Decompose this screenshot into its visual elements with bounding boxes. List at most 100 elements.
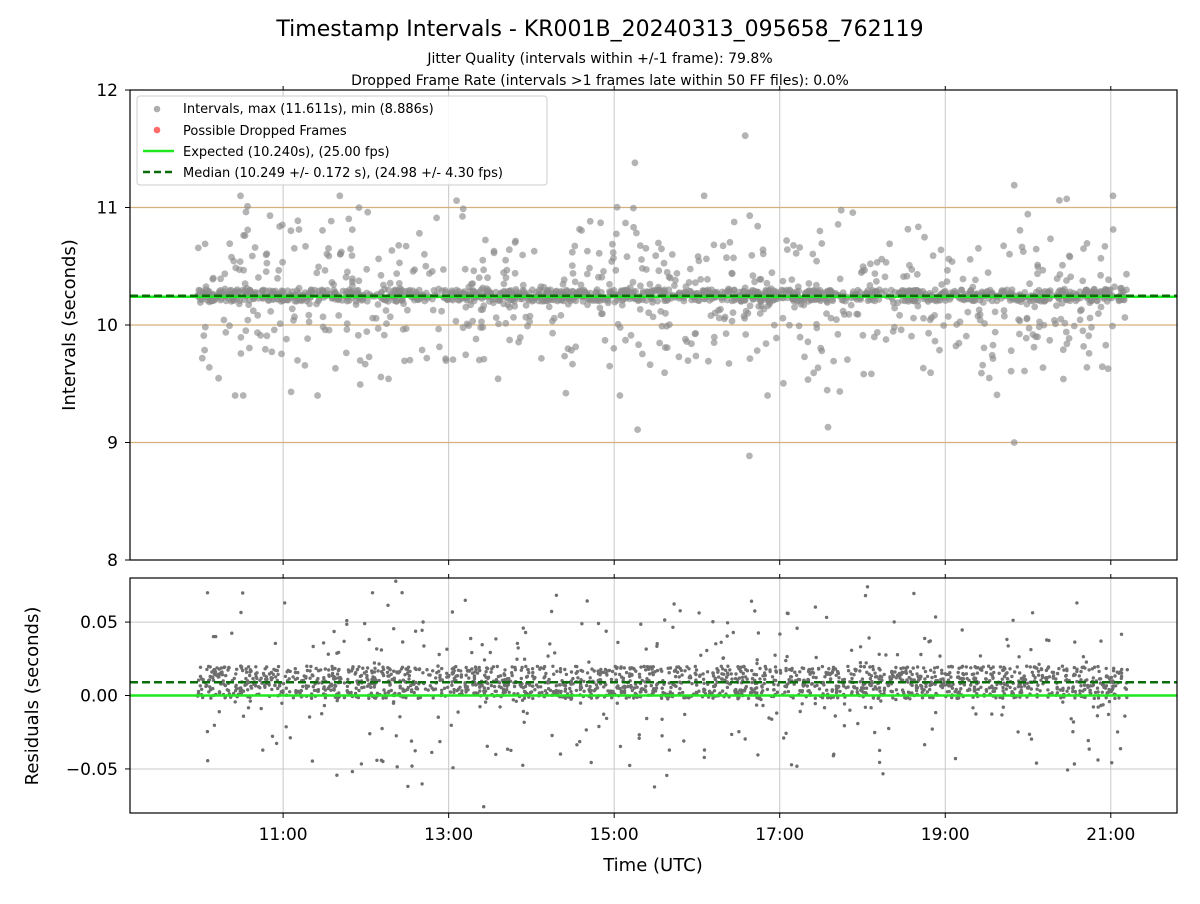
interval-point (763, 279, 771, 287)
interval-point (823, 310, 830, 317)
residual-point (749, 599, 754, 603)
residual-point (624, 696, 628, 700)
interval-point (805, 280, 813, 287)
residual-point (239, 610, 243, 615)
interval-point (1040, 321, 1048, 329)
residual-point (949, 675, 953, 679)
residual-point (398, 686, 402, 690)
interval-point (1053, 302, 1060, 309)
residual-point (1087, 668, 1091, 672)
interval-point (959, 275, 967, 283)
interval-point-outlier (824, 423, 832, 431)
interval-point (365, 353, 373, 361)
interval-point (469, 317, 477, 325)
interval-point (356, 357, 364, 364)
x-axis-label: Time (UTC) (602, 855, 703, 876)
interval-point (249, 307, 257, 315)
residual-point (1013, 670, 1017, 674)
residual-point (205, 683, 209, 688)
residual-point (256, 685, 261, 689)
interval-point (416, 229, 423, 237)
residual-point (655, 642, 659, 646)
residual-point (646, 667, 651, 671)
interval-point (612, 266, 620, 274)
interval-point (294, 217, 302, 225)
interval-point (871, 270, 879, 277)
interval-point (756, 310, 764, 317)
residual-point (923, 636, 927, 641)
interval-point (361, 360, 369, 368)
residual-point (311, 674, 315, 678)
interval-point (569, 270, 577, 277)
residual-point (1029, 687, 1034, 691)
residual-point (752, 672, 757, 677)
residual-point (486, 681, 490, 686)
interval-point (619, 296, 626, 304)
interval-point (325, 245, 332, 252)
residual-point (671, 625, 675, 629)
interval-point (1057, 315, 1065, 323)
interval-point (479, 256, 487, 264)
interval-point (770, 321, 778, 329)
interval-point (887, 286, 895, 294)
residual-point (514, 699, 518, 703)
residual-point (755, 658, 759, 662)
residual-point (494, 637, 498, 641)
chart-subtitle-dropped: Dropped Frame Rate (intervals >1 frames … (351, 73, 849, 89)
residual-point (515, 641, 520, 646)
residual-point (549, 609, 554, 614)
interval-point (1083, 364, 1091, 371)
interval-point (305, 318, 313, 326)
residual-point (1039, 667, 1044, 672)
residual-point (940, 668, 944, 672)
interval-point (404, 306, 411, 314)
residual-point (273, 683, 277, 687)
residual-point (739, 665, 743, 669)
residual-point (511, 698, 515, 702)
residual-point (265, 677, 269, 682)
residual-point (388, 683, 392, 687)
interval-point (710, 339, 718, 346)
interval-point (1026, 280, 1033, 288)
interval-point (339, 287, 347, 295)
residual-point (294, 691, 298, 695)
residual-point (717, 675, 721, 679)
residual-point (928, 683, 932, 688)
residual-point (609, 689, 613, 693)
residual-point (1006, 677, 1010, 681)
interval-point (385, 375, 392, 383)
residual-point (912, 678, 916, 682)
interval-point (927, 369, 934, 377)
interval-point (401, 357, 408, 365)
interval-point-outlier (1010, 181, 1018, 189)
residual-point (615, 685, 619, 689)
residual-point (737, 730, 741, 734)
residual-point (464, 673, 468, 677)
interval-point (502, 274, 510, 282)
residual-point (830, 688, 835, 692)
residual-point (991, 689, 995, 694)
residual-point (372, 685, 376, 689)
residual-point (1022, 674, 1026, 679)
residual-point (410, 764, 414, 768)
interval-point (704, 276, 711, 283)
interval-point (940, 322, 947, 329)
residual-point (558, 667, 563, 671)
interval-point (921, 233, 928, 241)
residual-point (335, 651, 339, 655)
interval-point (742, 307, 750, 315)
interval-point (483, 285, 490, 292)
interval-point (1032, 245, 1040, 253)
residual-point (460, 689, 464, 693)
residual-point (254, 672, 258, 676)
residual-point (235, 667, 239, 671)
residual-point (464, 665, 468, 670)
residual-point (892, 620, 896, 624)
residual-point (585, 671, 590, 675)
interval-point (290, 316, 297, 324)
residual-point (513, 665, 517, 670)
residual-point (669, 685, 673, 690)
interval-point (705, 357, 712, 365)
interval-point (380, 331, 388, 339)
